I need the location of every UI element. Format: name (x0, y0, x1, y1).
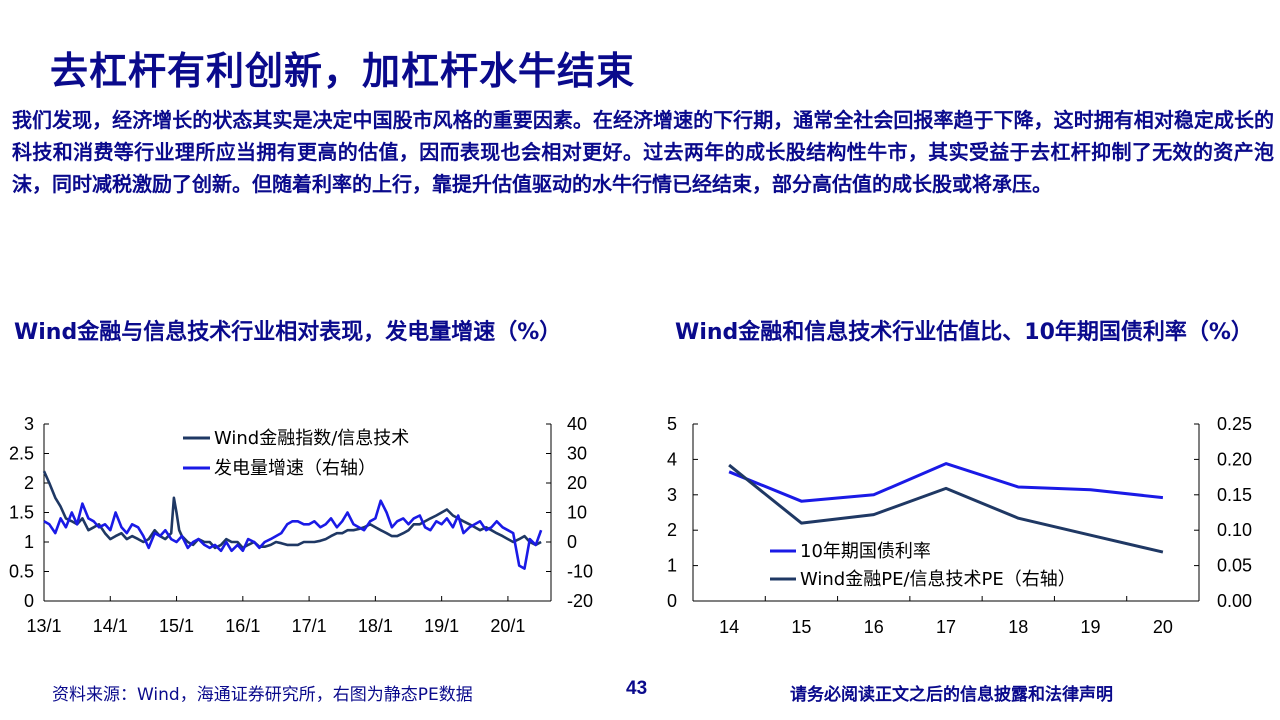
series-line-power-growth (43, 499, 543, 570)
y-tick-label-right: -10 (567, 562, 593, 582)
page-number: 43 (626, 678, 648, 699)
y-tick-label-left: 2.5 (9, 444, 34, 464)
y-tick-label-right: 0.25 (1217, 414, 1252, 434)
left-chart-title: Wind金融与信息技术行业相对表现，发电量增速（%） (14, 320, 562, 345)
legend-label-pe-ratio: Wind金融PE/信息技术PE（右轴） (800, 569, 1076, 590)
y-tick-label-right: 40 (567, 414, 587, 434)
legend-label-ratio: Wind金融指数/信息技术 (214, 428, 409, 449)
y-tick-label-right: 0 (567, 532, 577, 552)
y-tick-label-right: 0.05 (1217, 556, 1252, 576)
x-tick-label: 17/1 (292, 616, 327, 636)
y-tick-label-right: 20 (567, 473, 587, 493)
footer-source: 资料来源：Wind，海通证券研究所，右图为静态PE数据 (52, 685, 473, 705)
y-tick-label-left: 0 (667, 591, 677, 611)
page-title: 去杠杆有利创新，加杠杆水牛结束 (50, 48, 636, 93)
y-tick-label-left: 4 (667, 449, 677, 469)
x-tick-label: 16/1 (225, 616, 260, 636)
series-line-financial-it-ratio (42, 470, 542, 550)
x-tick-label: 13/1 (26, 616, 61, 636)
y-tick-label-left: 3 (24, 414, 34, 434)
x-tick-label: 20 (1153, 617, 1173, 637)
x-tick-label: 14/1 (93, 616, 128, 636)
x-tick-label: 18/1 (358, 616, 393, 636)
y-tick-label-right: 10 (567, 503, 587, 523)
right-chart-title: Wind金融和信息技术行业估值比、10年期国债利率（%） (675, 320, 1253, 345)
x-tick-label: 16 (864, 617, 884, 637)
y-tick-label-right: 0.15 (1217, 485, 1252, 505)
y-tick-label-left: 5 (667, 414, 677, 434)
y-tick-label-right: 0.10 (1217, 520, 1252, 540)
y-tick-label-right: -20 (567, 591, 593, 611)
x-tick-label: 14 (719, 617, 739, 637)
x-tick-label: 20/1 (490, 616, 525, 636)
footer-legal-notice: 请务必阅读正文之后的信息披露和法律声明 (790, 685, 1113, 705)
y-tick-label-right: 0.20 (1217, 449, 1252, 469)
legend-label-yield: 10年期国债利率 (800, 541, 931, 562)
y-tick-label-left: 0 (24, 591, 34, 611)
y-tick-label-left: 0.5 (9, 562, 34, 582)
y-tick-label-right: 0.00 (1217, 591, 1252, 611)
y-tick-label-left: 1 (24, 532, 34, 552)
y-tick-label-left: 1 (667, 556, 677, 576)
x-tick-label: 15 (791, 617, 811, 637)
body-paragraph: 我们发现，经济增长的状态其实是决定中国股市风格的重要因素。在经济增速的下行期，通… (12, 108, 1274, 196)
series-line-bond-yield (728, 462, 1164, 503)
y-tick-label-left: 2 (667, 520, 677, 540)
x-tick-label: 19/1 (424, 616, 459, 636)
x-tick-label: 15/1 (159, 616, 194, 636)
y-tick-label-left: 1.5 (9, 503, 34, 523)
y-tick-label-left: 3 (667, 485, 677, 505)
x-tick-label: 19 (1081, 617, 1101, 637)
x-tick-label: 18 (1008, 617, 1028, 637)
y-tick-label-right: 30 (567, 444, 587, 464)
x-tick-label: 17 (936, 617, 956, 637)
y-tick-label-left: 2 (24, 473, 34, 493)
series-line-pe-ratio (728, 463, 1164, 554)
left-chart: 0 0.5 1 1.5 2 2.5 3 -20 -10 0 10 20 30 40 13/1 14/1 15/1… (9, 414, 593, 636)
legend-label-power: 发电量增速（右轴） (214, 458, 376, 479)
right-chart: 0 1 2 3 4 5 0.00 0.05 0.10 0.15 0.20 0.25 14 15 16 17 18… (667, 414, 1252, 637)
